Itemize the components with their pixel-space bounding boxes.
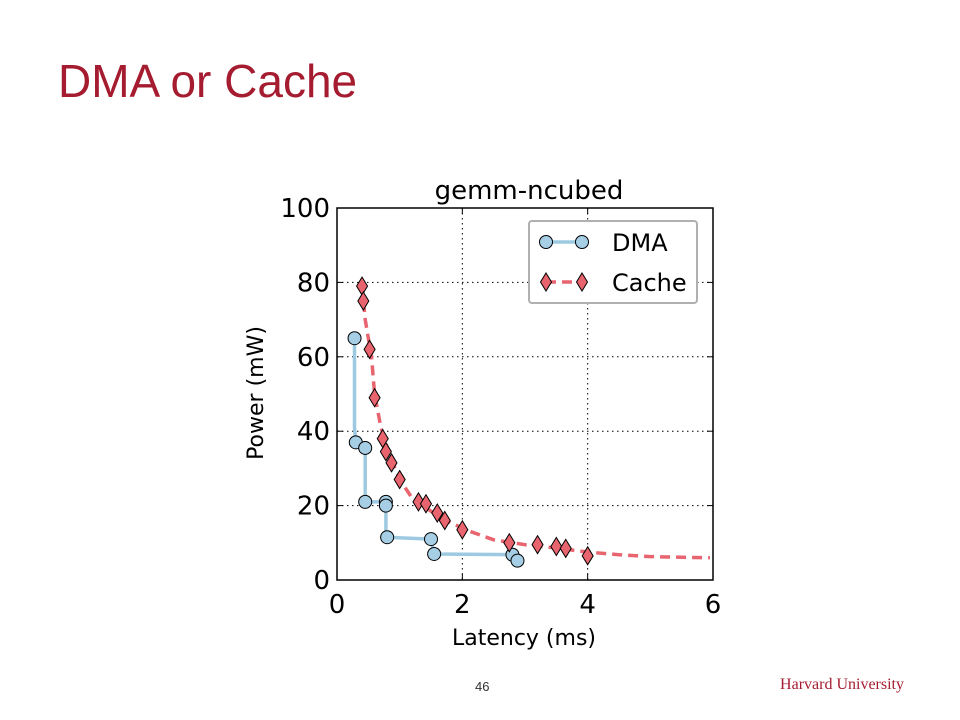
y-tick-label: 80 (297, 268, 330, 298)
series-markers (347, 276, 594, 568)
dma-point (347, 331, 362, 346)
x-axis-label: Latency (ms) (452, 626, 596, 651)
x-tick-label: 0 (329, 590, 346, 620)
cache-point (431, 503, 444, 523)
legend: DMA Cache (528, 220, 698, 304)
page-number: 46 (475, 679, 490, 694)
dma-point (424, 532, 438, 547)
x-tick-label: 2 (454, 590, 471, 620)
y-tick-label: 100 (280, 194, 330, 224)
dma-point (427, 546, 442, 561)
chart-title: gemm-ncubed (435, 176, 624, 206)
legend-marker-dma (575, 235, 589, 249)
footer-organization: Harvard University (780, 676, 904, 693)
y-tick-label: 20 (297, 492, 330, 522)
x-tick-label: 4 (579, 590, 596, 620)
cache-point (363, 339, 376, 360)
cache-point (355, 276, 369, 297)
cache-point (456, 519, 469, 540)
cache-point (503, 532, 516, 553)
x-tick-label: 6 (705, 590, 722, 620)
legend-label-dma: DMA (612, 229, 668, 257)
series-line-cache (360, 285, 710, 560)
cache-point (581, 545, 594, 566)
series-lines (352, 285, 710, 562)
dma-point (358, 440, 373, 455)
cache-point (550, 536, 563, 557)
cache-point (412, 491, 425, 512)
cache-point (419, 493, 433, 514)
dma-point (358, 494, 373, 509)
cache-point (393, 469, 406, 490)
y-tick-label: 60 (297, 343, 330, 373)
series-line-dma (352, 338, 519, 562)
y-tick-label: 40 (297, 417, 330, 447)
cache-point (357, 291, 370, 311)
cache-point (379, 441, 392, 462)
slide-title: DMA or Cache (58, 55, 358, 107)
plot-frame (336, 207, 714, 581)
cache-point (385, 452, 398, 473)
cache-point (438, 510, 451, 531)
cache-point (559, 538, 572, 559)
dma-point (380, 530, 395, 545)
legend-label-cache: Cache (612, 269, 687, 297)
grid (337, 208, 713, 580)
y-tick-label: 0 (313, 566, 330, 596)
legend-marker-cache (539, 272, 553, 292)
legend-entries: DMA Cache (539, 229, 687, 297)
legend-marker-dma (539, 235, 553, 249)
dma-point (510, 553, 525, 568)
y-axis-label: Power (mW) (244, 326, 269, 460)
cache-point (531, 534, 544, 555)
legend-marker-cache (575, 272, 589, 292)
dma-point (378, 498, 393, 513)
cache-point (368, 387, 381, 408)
